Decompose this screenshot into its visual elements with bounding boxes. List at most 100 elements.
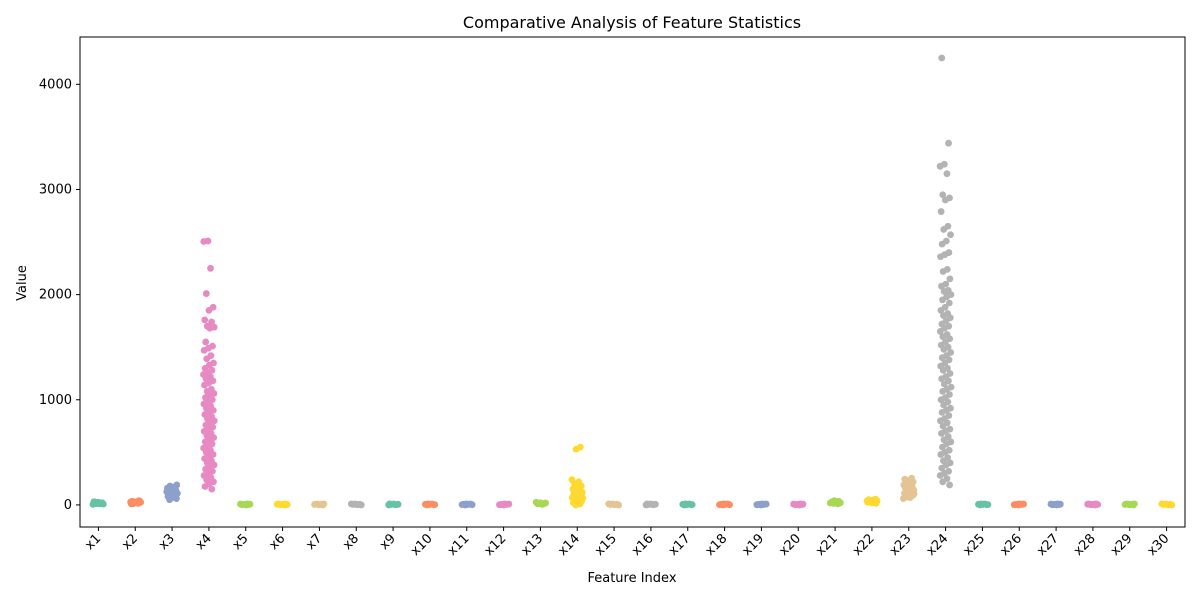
data-point-x24 xyxy=(938,375,946,383)
data-point-x24 xyxy=(938,354,946,362)
data-point-x19 xyxy=(761,500,769,508)
data-point-x14 xyxy=(572,501,580,509)
x-tick-label: x5 xyxy=(230,531,252,553)
data-point-x30 xyxy=(1160,500,1168,508)
x-tick-label: x10 xyxy=(408,531,436,559)
data-point-x11 xyxy=(458,501,466,508)
data-point-x2 xyxy=(136,498,144,505)
data-point-x24 xyxy=(938,430,945,437)
x-tick-label: x19 xyxy=(739,531,767,559)
data-point-x24 xyxy=(940,226,948,233)
x-axis-title: Feature Index xyxy=(587,571,676,586)
data-point-x14 xyxy=(572,445,580,453)
data-point-x24 xyxy=(945,299,953,307)
y-tick-label: 1000 xyxy=(39,393,72,408)
data-point-x19 xyxy=(754,501,762,508)
x-tick-label: x14 xyxy=(555,531,583,559)
data-point-x24 xyxy=(936,162,944,170)
data-point-x4 xyxy=(201,381,208,389)
data-point-x24 xyxy=(939,191,947,199)
data-point-x26 xyxy=(1011,501,1019,508)
data-point-x4 xyxy=(200,346,208,354)
data-point-x26 xyxy=(1018,500,1026,508)
data-point-x1 xyxy=(91,498,99,506)
data-point-x12 xyxy=(503,500,511,508)
data-point-x2 xyxy=(129,500,137,508)
data-point-x24 xyxy=(938,282,945,290)
data-point-x17 xyxy=(684,500,692,508)
data-point-x21 xyxy=(833,498,841,506)
data-point-x24 xyxy=(943,170,951,178)
x-tick-label: x11 xyxy=(445,531,473,559)
x-tick-label: x22 xyxy=(850,531,878,559)
data-point-x24 xyxy=(939,366,947,374)
data-point-x24 xyxy=(936,472,944,479)
data-point-x20 xyxy=(792,501,800,508)
x-tick-label: x28 xyxy=(1071,531,1099,559)
data-point-x24 xyxy=(936,328,944,335)
data-point-x24 xyxy=(947,231,954,239)
data-point-x5 xyxy=(246,500,254,508)
data-points xyxy=(89,54,1176,509)
x-tick-label: x20 xyxy=(776,531,804,559)
data-point-x24 xyxy=(939,296,946,304)
x-tick-label: x21 xyxy=(813,531,841,559)
data-point-x24 xyxy=(939,478,947,486)
data-point-x4 xyxy=(203,355,211,363)
data-point-x23 xyxy=(901,475,909,483)
x-tick-label: x26 xyxy=(997,531,1025,559)
data-point-x23 xyxy=(902,484,910,491)
x-tick-label: x1 xyxy=(82,531,104,553)
data-point-x18 xyxy=(716,501,723,508)
x-tick-label: x3 xyxy=(156,531,178,553)
data-point-x7 xyxy=(312,500,319,508)
x-tick-label: x17 xyxy=(666,531,694,559)
data-point-x28 xyxy=(1084,500,1092,508)
data-point-x24 xyxy=(940,288,948,295)
data-point-x1 xyxy=(98,500,106,507)
data-point-x14 xyxy=(570,488,578,496)
data-point-x4 xyxy=(208,485,216,493)
x-tick-label: x4 xyxy=(193,531,215,553)
data-point-x18 xyxy=(722,500,730,508)
data-point-x21 xyxy=(826,499,834,507)
y-tick-label: 3000 xyxy=(39,182,72,197)
data-point-x24 xyxy=(938,408,946,416)
data-point-x24 xyxy=(938,54,946,62)
data-point-x4 xyxy=(202,338,210,346)
data-point-x24 xyxy=(938,240,946,248)
x-tick-label: x2 xyxy=(119,531,141,553)
data-point-x8 xyxy=(350,500,358,508)
data-point-x24 xyxy=(940,312,947,320)
y-tick-label: 0 xyxy=(64,498,72,513)
data-point-x9 xyxy=(388,500,396,508)
x-tick-label: x8 xyxy=(340,531,362,553)
data-point-x24 xyxy=(939,333,947,341)
x-axis: x1 x2 x3 x4 x5 x6 x7 x8 x9 x10 x11 x12 x13 x14 x15 x16 x… xyxy=(82,527,1172,559)
data-point-x4 xyxy=(208,318,215,326)
x-tick-label: x7 xyxy=(303,531,325,553)
x-tick-label: x24 xyxy=(924,531,952,559)
data-point-x24 xyxy=(939,387,947,395)
x-tick-label: x23 xyxy=(887,531,915,559)
x-tick-label: x29 xyxy=(1108,531,1136,559)
data-point-x24 xyxy=(940,401,948,409)
x-tick-label: x25 xyxy=(960,531,988,559)
data-point-x4 xyxy=(200,238,208,245)
data-point-x5 xyxy=(239,501,247,508)
data-point-x29 xyxy=(1122,500,1130,508)
data-point-x24 xyxy=(937,253,944,261)
x-tick-label: x30 xyxy=(1145,531,1173,559)
data-point-x15 xyxy=(607,500,615,508)
data-point-x3 xyxy=(173,481,181,489)
data-point-x22 xyxy=(863,497,871,505)
data-point-x16 xyxy=(646,500,654,508)
data-point-x24 xyxy=(941,196,949,204)
data-point-x24 xyxy=(939,443,946,451)
data-point-x24 xyxy=(937,451,945,458)
x-tick-label: x9 xyxy=(377,531,399,553)
data-point-x6 xyxy=(273,500,281,508)
data-point-x3 xyxy=(168,492,176,500)
data-point-x24 xyxy=(937,306,945,314)
